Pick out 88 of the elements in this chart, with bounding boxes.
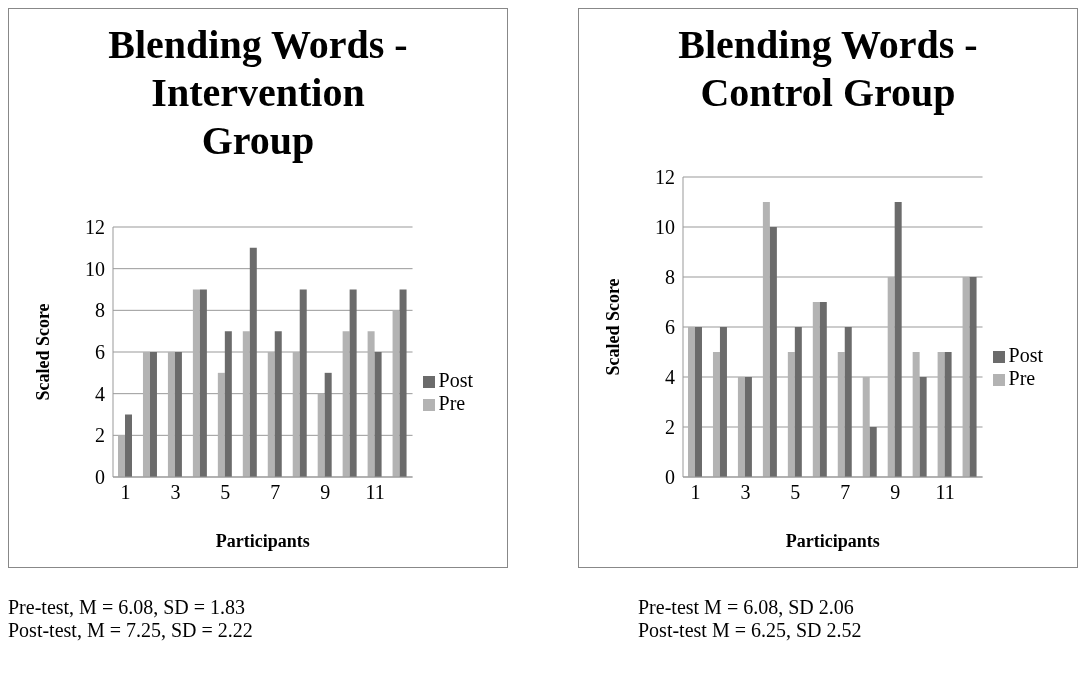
bar: [142, 352, 150, 477]
y-tick-label: 10: [85, 257, 105, 280]
bar: [869, 427, 877, 477]
x-tick-label: 7: [270, 481, 281, 504]
x-tick-label: 3: [740, 481, 751, 504]
bar: [117, 435, 125, 477]
bar: [687, 327, 695, 477]
y-tick-label: 0: [665, 466, 675, 489]
x-axis-title: Participants: [785, 531, 880, 551]
bar: [192, 289, 200, 477]
x-tick-label: 1: [690, 481, 701, 504]
x-tick-label: 7: [840, 481, 851, 504]
bar: [762, 202, 770, 477]
bar: [794, 327, 802, 477]
bar: [694, 327, 702, 477]
bar: [149, 352, 157, 477]
chart-title: Blending Words - Control Group: [677, 21, 979, 117]
text: Pre-test, M = 6.08, SD = 1.83: [8, 596, 246, 619]
bar: [787, 352, 795, 477]
bar: [274, 331, 282, 477]
bar: [342, 331, 350, 477]
y-tick-label: 10: [655, 216, 675, 239]
legend-label: Post: [438, 369, 473, 391]
bar: [324, 372, 332, 477]
x-axis-title: Participants: [215, 531, 310, 551]
bar: [167, 352, 175, 477]
bar: [837, 352, 845, 477]
y-tick-label: 2: [95, 424, 105, 447]
y-tick-label: 12: [655, 166, 675, 189]
bar: [349, 289, 357, 477]
bar: [819, 302, 827, 477]
text: Post-test, M = 7.25, SD = 2.22: [8, 619, 254, 642]
text: Pre-test M = 6.08, SD 2.06: [638, 596, 855, 619]
bar: [944, 352, 952, 477]
x-tick-label: 11: [935, 481, 955, 504]
x-tick-label: 9: [890, 481, 901, 504]
x-tick-label: 3: [170, 481, 181, 504]
bar: [242, 331, 250, 477]
y-tick-label: 0: [95, 466, 105, 489]
bar: [217, 372, 225, 477]
bar: [719, 327, 727, 477]
bar: [862, 377, 870, 477]
text: Post-test M = 6.25, SD 2.52: [638, 619, 863, 642]
bar: [769, 227, 777, 477]
bar: [962, 277, 970, 477]
bar: [292, 352, 300, 477]
bar: [199, 289, 207, 477]
bar: [374, 352, 382, 477]
y-tick-label: 8: [95, 299, 105, 322]
bar: [249, 247, 257, 477]
bar: [392, 310, 400, 477]
bar: [299, 289, 307, 477]
bar: [399, 289, 407, 477]
bar: [267, 352, 275, 477]
bar: [367, 331, 375, 477]
y-tick-label: 6: [665, 316, 675, 339]
x-tick-label: 5: [220, 481, 231, 504]
bar: [317, 393, 325, 477]
bar: [969, 277, 977, 477]
y-tick-label: 8: [665, 266, 675, 289]
bar: [912, 352, 920, 477]
y-tick-label: 6: [95, 341, 105, 364]
x-tick-label: 5: [790, 481, 801, 504]
bar: [844, 327, 852, 477]
bar: [937, 352, 945, 477]
bar: [919, 377, 927, 477]
x-tick-label: 1: [120, 481, 131, 504]
legend-label: Post: [1008, 344, 1043, 366]
y-tick-label: 2: [665, 416, 675, 439]
bar: [174, 352, 182, 477]
bar: [744, 377, 752, 477]
x-tick-label: 11: [365, 481, 385, 504]
y-tick-label: 4: [95, 382, 105, 405]
y-tick-label: 12: [85, 216, 105, 239]
bar: [887, 277, 895, 477]
legend-label: Pre: [1008, 367, 1036, 389]
chart-title: Blending Words - Intervention Group: [107, 21, 409, 165]
bar: [712, 352, 720, 477]
bar: [894, 202, 902, 477]
y-tick-label: 4: [665, 366, 675, 389]
y-axis-title: Scaled Score: [33, 303, 54, 401]
bar: [124, 414, 132, 477]
y-axis-title: Scaled Score: [603, 278, 624, 376]
x-tick-label: 9: [320, 481, 331, 504]
legend-label: Pre: [438, 392, 466, 414]
bar: [224, 331, 232, 477]
bar: [737, 377, 745, 477]
bar: [812, 302, 820, 477]
